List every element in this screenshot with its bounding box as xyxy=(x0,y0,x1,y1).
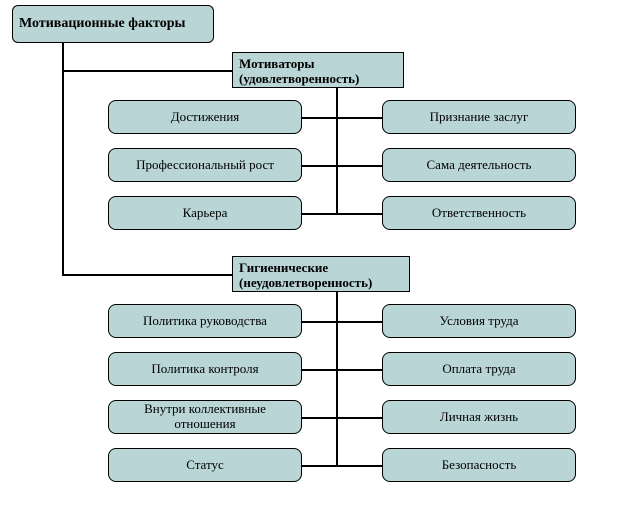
group-header-motivators: Мотиваторы(удовлетворенность) xyxy=(232,52,404,88)
root-node: Мотивационные факторы xyxy=(12,5,214,43)
leaf-node: Сама деятельность xyxy=(382,148,576,182)
leaf-node: Политика контроля xyxy=(108,352,302,386)
leaf-node: Карьера xyxy=(108,196,302,230)
leaf-node: Условия труда xyxy=(382,304,576,338)
group-header-line1: Мотиваторы xyxy=(239,57,397,72)
leaf-node: Оплата труда xyxy=(382,352,576,386)
group-header-line2: (неудовлетворенность) xyxy=(239,276,403,291)
leaf-node: Профессиональный рост xyxy=(108,148,302,182)
leaf-node: Политика руководства xyxy=(108,304,302,338)
leaf-node: Личная жизнь xyxy=(382,400,576,434)
leaf-node: Внутри коллективные отношения xyxy=(108,400,302,434)
leaf-node: Ответственность xyxy=(382,196,576,230)
group-header-line2: (удовлетворенность) xyxy=(239,72,397,87)
leaf-node: Признание заслуг xyxy=(382,100,576,134)
leaf-node: Достижения xyxy=(108,100,302,134)
group-header-line1: Гигиенические xyxy=(239,261,403,276)
leaf-node: Безопасность xyxy=(382,448,576,482)
leaf-node: Статус xyxy=(108,448,302,482)
group-header-hygiene: Гигиенические(неудовлетворенность) xyxy=(232,256,410,292)
